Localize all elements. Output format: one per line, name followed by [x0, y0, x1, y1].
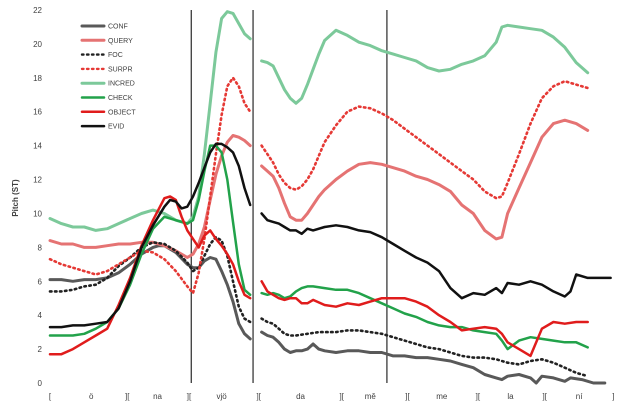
- x-segment-label: la: [507, 392, 514, 401]
- series-object: [48, 195, 589, 358]
- series-line-object: [260, 280, 589, 358]
- y-axis: 0 2 4 6 8 10 12 14 16 18 20 22: [33, 6, 42, 388]
- x-segment-label: ö: [89, 392, 94, 401]
- y-tick-label: 0: [38, 379, 43, 388]
- series-line-evid: [48, 142, 252, 329]
- x-segment-label: me: [436, 392, 448, 401]
- y-tick-label: 4: [38, 311, 43, 320]
- legend-label-foc: FOC: [108, 52, 123, 59]
- legend-label-surpr: SURPR: [108, 66, 133, 73]
- series-line-check: [260, 285, 589, 351]
- series-evid: [48, 142, 612, 329]
- x-segment-label: ][: [339, 392, 344, 401]
- x-segment-label: [: [49, 392, 52, 401]
- x-segment-label: mě: [365, 392, 377, 401]
- series-line-check: [48, 144, 252, 337]
- y-tick-label: 2: [38, 345, 43, 354]
- legend-label-query: QUERY: [108, 38, 133, 45]
- y-tick-label: 20: [33, 40, 42, 49]
- x-segment-label: ][: [476, 392, 481, 401]
- series-line-evid: [260, 212, 612, 300]
- y-tick-label: 18: [33, 74, 42, 83]
- x-segment-label: ][: [257, 392, 262, 401]
- x-segment-label: ][: [125, 392, 130, 401]
- series-line-foc: [260, 317, 589, 378]
- x-segment-label: ][: [543, 392, 548, 401]
- y-tick-label: 16: [33, 108, 42, 117]
- series-lines: [48, 10, 612, 385]
- series-line-surpr: [48, 76, 252, 295]
- x-segment-label: ][: [187, 392, 192, 401]
- series-line-foc: [48, 235, 252, 324]
- x-segment-label: na: [153, 392, 162, 401]
- legend-label-object: OBJECT: [108, 109, 136, 116]
- legend-label-evid: EVID: [108, 124, 124, 131]
- series-line-surpr: [260, 79, 589, 200]
- y-tick-label: 22: [33, 6, 42, 15]
- series-line-incred: [260, 23, 590, 105]
- series-line-object: [48, 195, 252, 356]
- x-segment-label: da: [296, 392, 305, 401]
- series-line-query: [48, 134, 252, 259]
- y-tick-label: 12: [33, 176, 42, 185]
- series-foc: [48, 235, 589, 378]
- series-line-query: [260, 118, 590, 241]
- y-tick-label: 14: [33, 142, 42, 151]
- x-segment-label: ní: [576, 392, 583, 401]
- legend-label-conf: CONF: [108, 24, 128, 31]
- series-line-conf: [260, 330, 607, 385]
- y-axis-label: Pitch (ST): [11, 179, 20, 217]
- legend: CONF QUERY FOC SURPR INCRED CHECK OBJECT EVID: [80, 24, 136, 131]
- series-check: [48, 144, 589, 351]
- series-surpr: [48, 76, 589, 295]
- y-tick-label: 10: [33, 209, 42, 218]
- y-tick-label: 8: [38, 243, 43, 252]
- legend-label-check: CHECK: [108, 95, 133, 102]
- series-query: [48, 118, 590, 259]
- legend-label-incred: INCRED: [108, 81, 135, 88]
- x-segment-label: ]: [612, 392, 614, 401]
- syllable-boundaries: [190, 10, 388, 383]
- y-tick-label: 6: [38, 277, 43, 286]
- x-segment-label: ][: [405, 392, 410, 401]
- x-axis: [ ö ][ na ][ vjö ][ da ][ mě ][ me ][ la ][ ní]: [49, 392, 615, 401]
- x-segment-label: vjö: [216, 392, 227, 401]
